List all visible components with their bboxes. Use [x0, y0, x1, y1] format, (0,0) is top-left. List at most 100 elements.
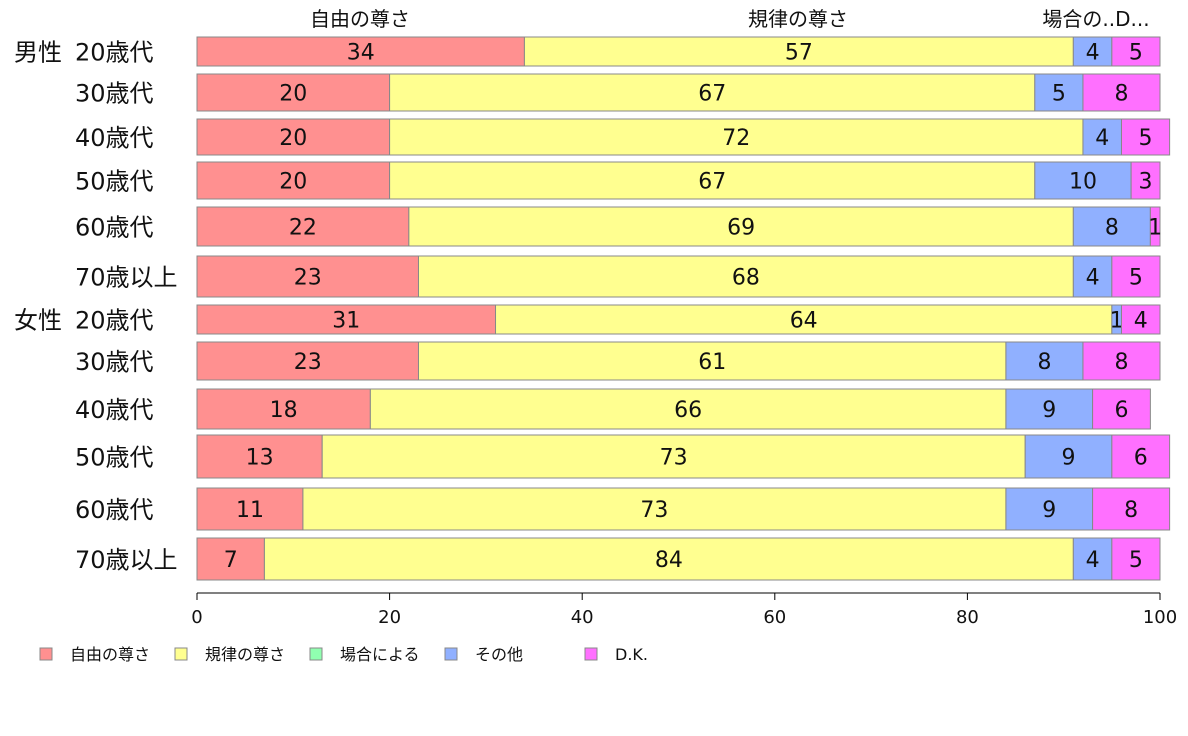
- bar-value-label-7-2: 64: [790, 309, 818, 334]
- bar-value-label-2-5: 8: [1114, 82, 1128, 107]
- bar-segment-11-1: [196, 487, 304, 531]
- bar-value-label-9-4: 9: [1042, 398, 1056, 423]
- bar-value-label-8-1: 23: [294, 350, 322, 375]
- bar-value-label-6-2: 68: [732, 266, 760, 291]
- bar-value-label-7-1: 31: [332, 309, 360, 334]
- legend-label-4: その他: [475, 645, 523, 664]
- bar-value-label-5-2: 69: [727, 216, 755, 241]
- bar-segment-5-1: [196, 206, 410, 247]
- bar-segment-2-4: [1034, 73, 1084, 112]
- category-label-9: 40歳代: [75, 396, 154, 424]
- bar-segment-10-2: [321, 434, 1026, 479]
- bar-value-label-4-1: 20: [279, 170, 307, 195]
- bar-segment-12-4: [1072, 537, 1113, 581]
- bar-segment-5-5: [1149, 206, 1161, 247]
- bar-value-label-1-5: 5: [1129, 41, 1143, 66]
- bar-segment-4-5: [1130, 161, 1161, 200]
- legend-swatch-2: [174, 647, 188, 661]
- bar-value-label-6-1: 23: [294, 266, 322, 291]
- bar-segment-5-2: [408, 206, 1074, 247]
- bar-segment-1-4: [1072, 36, 1113, 67]
- bar-value-label-10-1: 13: [246, 446, 274, 471]
- bar-value-label-11-5: 8: [1124, 498, 1138, 523]
- category-label-11: 60歳代: [75, 496, 154, 524]
- x-tick-label-1: 0: [191, 607, 202, 628]
- bar-value-label-2-2: 67: [698, 82, 726, 107]
- bar-segment-10-1: [196, 434, 323, 479]
- bar-segment-10-5: [1111, 434, 1171, 479]
- bar-segment-12-1: [196, 537, 265, 581]
- bar-segment-12-2: [263, 537, 1074, 581]
- bar-value-label-3-4: 4: [1095, 126, 1109, 151]
- bar-segment-8-2: [417, 341, 1007, 381]
- bar-value-label-12-5: 5: [1129, 548, 1143, 573]
- legend-label-1: 自由の尊さ: [70, 645, 150, 664]
- category-label-1: 20歳代: [75, 39, 154, 67]
- x-tick-label-5: 80: [956, 607, 979, 628]
- bar-segment-11-5: [1092, 487, 1171, 531]
- legend-swatch-4: [444, 647, 458, 661]
- bar-value-label-5-5: 1: [1148, 216, 1162, 241]
- bar-segment-6-5: [1111, 255, 1161, 298]
- bar-value-label-5-1: 22: [289, 216, 317, 241]
- bar-segment-9-5: [1092, 388, 1151, 430]
- bar-value-label-4-5: 3: [1139, 170, 1153, 195]
- bar-value-label-4-4: 10: [1069, 170, 1097, 195]
- category-label-2: 30歳代: [75, 80, 154, 108]
- bar-value-label-2-4: 5: [1052, 82, 1066, 107]
- bar-value-label-8-2: 61: [698, 350, 726, 375]
- top-label-3: 場合の..D...: [1042, 7, 1149, 31]
- x-tick-label-4: 60: [763, 607, 786, 628]
- bar-value-label-11-1: 11: [236, 498, 264, 523]
- legend-swatch-3: [309, 647, 323, 661]
- group-label-1: 男性: [14, 39, 62, 67]
- bar-segment-7-1: [196, 304, 497, 335]
- bar-value-label-12-1: 7: [224, 548, 238, 573]
- bar-segment-8-4: [1005, 341, 1084, 381]
- bar-value-label-12-4: 4: [1086, 548, 1100, 573]
- legend-swatch-1: [39, 647, 53, 661]
- bar-value-label-10-5: 6: [1134, 446, 1148, 471]
- bar-value-label-3-2: 72: [722, 126, 750, 151]
- bar-segment-8-1: [196, 341, 419, 381]
- bar-segment-7-2: [495, 304, 1113, 335]
- category-label-4: 50歳代: [75, 168, 154, 196]
- bar-value-label-4-2: 67: [698, 170, 726, 195]
- bar-segment-2-5: [1082, 73, 1161, 112]
- bar-value-label-1-1: 34: [347, 41, 375, 66]
- bar-value-label-6-4: 4: [1086, 266, 1100, 291]
- bar-value-label-12-2: 84: [655, 548, 683, 573]
- bar-value-label-5-4: 8: [1105, 216, 1119, 241]
- bar-segment-1-2: [523, 36, 1074, 67]
- bar-segment-5-4: [1072, 206, 1151, 247]
- bar-value-label-7-4: 1: [1110, 309, 1124, 334]
- top-label-1: 自由の尊さ: [310, 7, 410, 31]
- bar-value-label-8-5: 8: [1114, 350, 1128, 375]
- x-tick-label-3: 40: [571, 607, 594, 628]
- bar-value-label-1-4: 4: [1086, 41, 1100, 66]
- bar-value-label-1-2: 57: [785, 41, 813, 66]
- legend-swatch-5: [584, 647, 598, 661]
- bar-value-label-10-2: 73: [660, 446, 688, 471]
- category-label-6: 70歳以上: [75, 264, 178, 292]
- bar-segment-3-2: [389, 118, 1084, 156]
- category-label-3: 40歳代: [75, 124, 154, 152]
- bar-value-label-9-5: 6: [1114, 398, 1128, 423]
- bar-value-label-11-2: 73: [640, 498, 668, 523]
- top-label-2: 規律の尊さ: [748, 7, 848, 31]
- bar-value-label-10-4: 9: [1062, 446, 1076, 471]
- category-label-10: 50歳代: [75, 444, 154, 472]
- bar-value-label-11-4: 9: [1042, 498, 1056, 523]
- bar-segment-2-2: [389, 73, 1036, 112]
- bar-segment-4-1: [196, 161, 391, 200]
- bar-segment-4-2: [389, 161, 1036, 200]
- bar-value-label-7-5: 4: [1134, 309, 1148, 334]
- bar-value-label-3-5: 5: [1139, 126, 1153, 151]
- bar-value-label-3-1: 20: [279, 126, 307, 151]
- bar-segment-8-5: [1082, 341, 1161, 381]
- x-tick-label-6: 100: [1143, 607, 1177, 628]
- bar-segment-12-5: [1111, 537, 1161, 581]
- bar-segment-2-1: [196, 73, 391, 112]
- group-label-2: 女性: [14, 307, 62, 335]
